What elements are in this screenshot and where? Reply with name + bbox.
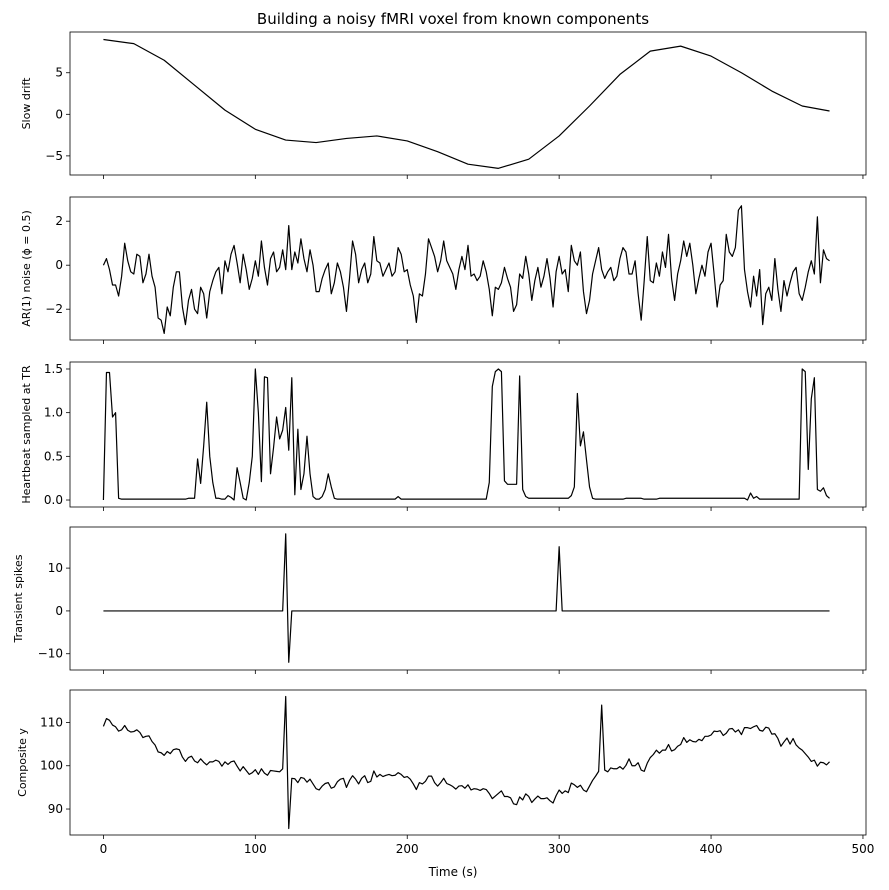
axes-frame-1 (69, 31, 867, 176)
series-line-2 (102, 205, 830, 334)
series-line-5 (102, 695, 830, 830)
panels: −5 0 5 Slow drift −2 0 2 AR(1) noise (ϕ = 0.5) 0… (12, 31, 875, 856)
series-line-4 (103, 533, 830, 663)
y-tick-label-5-2: 110 (40, 715, 63, 729)
series-line-3 (102, 368, 830, 501)
axes-frame-5 (69, 689, 867, 836)
x-tick-label-1: 100 (244, 842, 267, 856)
y-tick-label-2-0: −2 (45, 302, 63, 316)
figure-title: Building a noisy fMRI voxel from known c… (257, 10, 649, 28)
y-tick-label-1-2: 5 (55, 66, 63, 80)
axes-frame-3 (69, 361, 867, 508)
y-tick-label-4-2: 10 (48, 561, 63, 575)
x-tick-label-3: 300 (548, 842, 571, 856)
y-axis-label-4: Transient spikes (12, 554, 25, 643)
axes-frame-2 (69, 196, 867, 341)
y-tick-label-2-1: 0 (55, 258, 63, 272)
y-tick-label-3-0: 0.0 (44, 493, 63, 507)
x-tick-label-0: 0 (100, 842, 108, 856)
y-tick-label-3-1: 0.5 (44, 449, 63, 463)
x-tick-label-2: 200 (396, 842, 419, 856)
y-tick-label-4-0: −10 (38, 647, 63, 661)
panel-5: 90 100 110 0 100 200 300 400 500 Composite y (16, 689, 875, 856)
y-tick-label-4-1: 0 (55, 604, 63, 618)
panel-1: −5 0 5 Slow drift (20, 31, 867, 179)
x-tick-label-4: 400 (700, 842, 723, 856)
panel-4: −10 0 10 Transient spikes (12, 526, 867, 674)
y-axis-label-1: Slow drift (20, 77, 33, 130)
axes-frame-4 (69, 526, 867, 671)
y-tick-label-5-0: 90 (48, 802, 63, 816)
y-tick-label-3-3: 1.5 (44, 362, 63, 376)
y-axis-label-3: Heartbeat sampled at TR (20, 365, 33, 504)
y-tick-label-2-2: 2 (55, 214, 63, 228)
y-tick-label-5-1: 100 (40, 759, 63, 773)
panel-3: 0.0 0.5 1.0 1.5 Heartbeat sampled at TR (20, 361, 867, 511)
y-tick-label-3-2: 1.0 (44, 406, 63, 420)
y-tick-label-1-0: −5 (45, 149, 63, 163)
y-tick-label-1-1: 0 (55, 107, 63, 121)
y-axis-label-2: AR(1) noise (ϕ = 0.5) (20, 210, 33, 327)
series-line-1 (103, 38, 830, 169)
y-axis-label-5: Composite y (16, 728, 29, 797)
x-tick-label-5: 500 (852, 842, 875, 856)
x-axis-label: Time (s) (428, 865, 478, 879)
panel-2: −2 0 2 AR(1) noise (ϕ = 0.5) (20, 196, 867, 344)
